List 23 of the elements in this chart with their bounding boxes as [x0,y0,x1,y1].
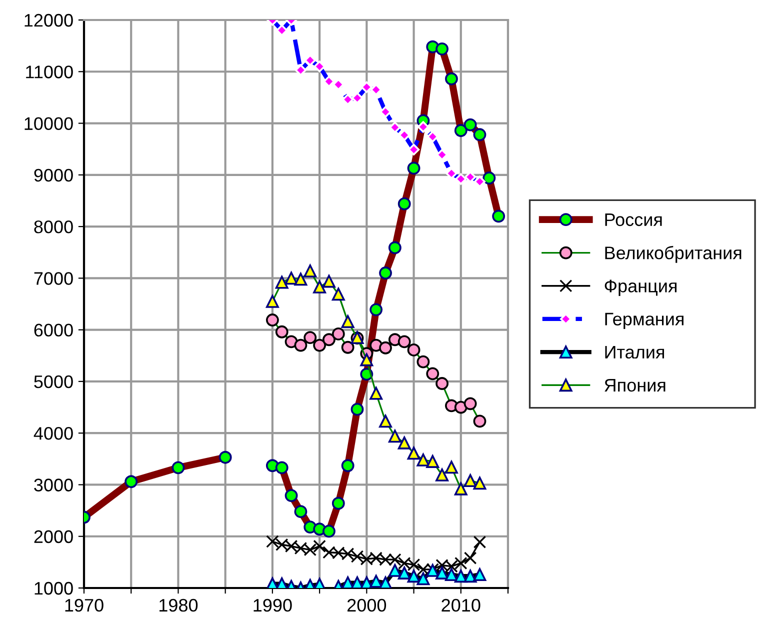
legend-label: Франция [604,280,677,296]
x-tick-label: 1980 [160,598,198,612]
y-tick-label: 2000 [34,530,73,544]
x-tick-label: 1990 [254,598,292,612]
legend-label: Россия [605,213,662,226]
y-tick-label: 5000 [34,375,73,388]
y-tick-label: 8000 [34,220,73,234]
y-tick-label: 10000 [24,117,73,130]
y-tick-label: 12000 [24,14,73,27]
x-tick-label: 2000 [347,598,386,612]
legend-label: Великобритания [605,246,742,263]
legend-label: Германия [605,312,684,330]
y-tick-label: 4000 [34,427,73,440]
y-tick-label: 1000 [34,582,73,595]
legend-label: Италия [605,346,664,359]
y-tick-label: 7000 [34,272,73,285]
x-tick-label: 1970 [65,598,104,612]
y-tick-label: 6000 [34,324,73,337]
legend-label: Япония [604,379,666,392]
x-tick-label: 2010 [442,598,480,612]
y-tick-label: 9000 [34,168,73,182]
y-tick-label: 3000 [34,478,73,492]
y-tick-label: 11000 [26,66,73,78]
